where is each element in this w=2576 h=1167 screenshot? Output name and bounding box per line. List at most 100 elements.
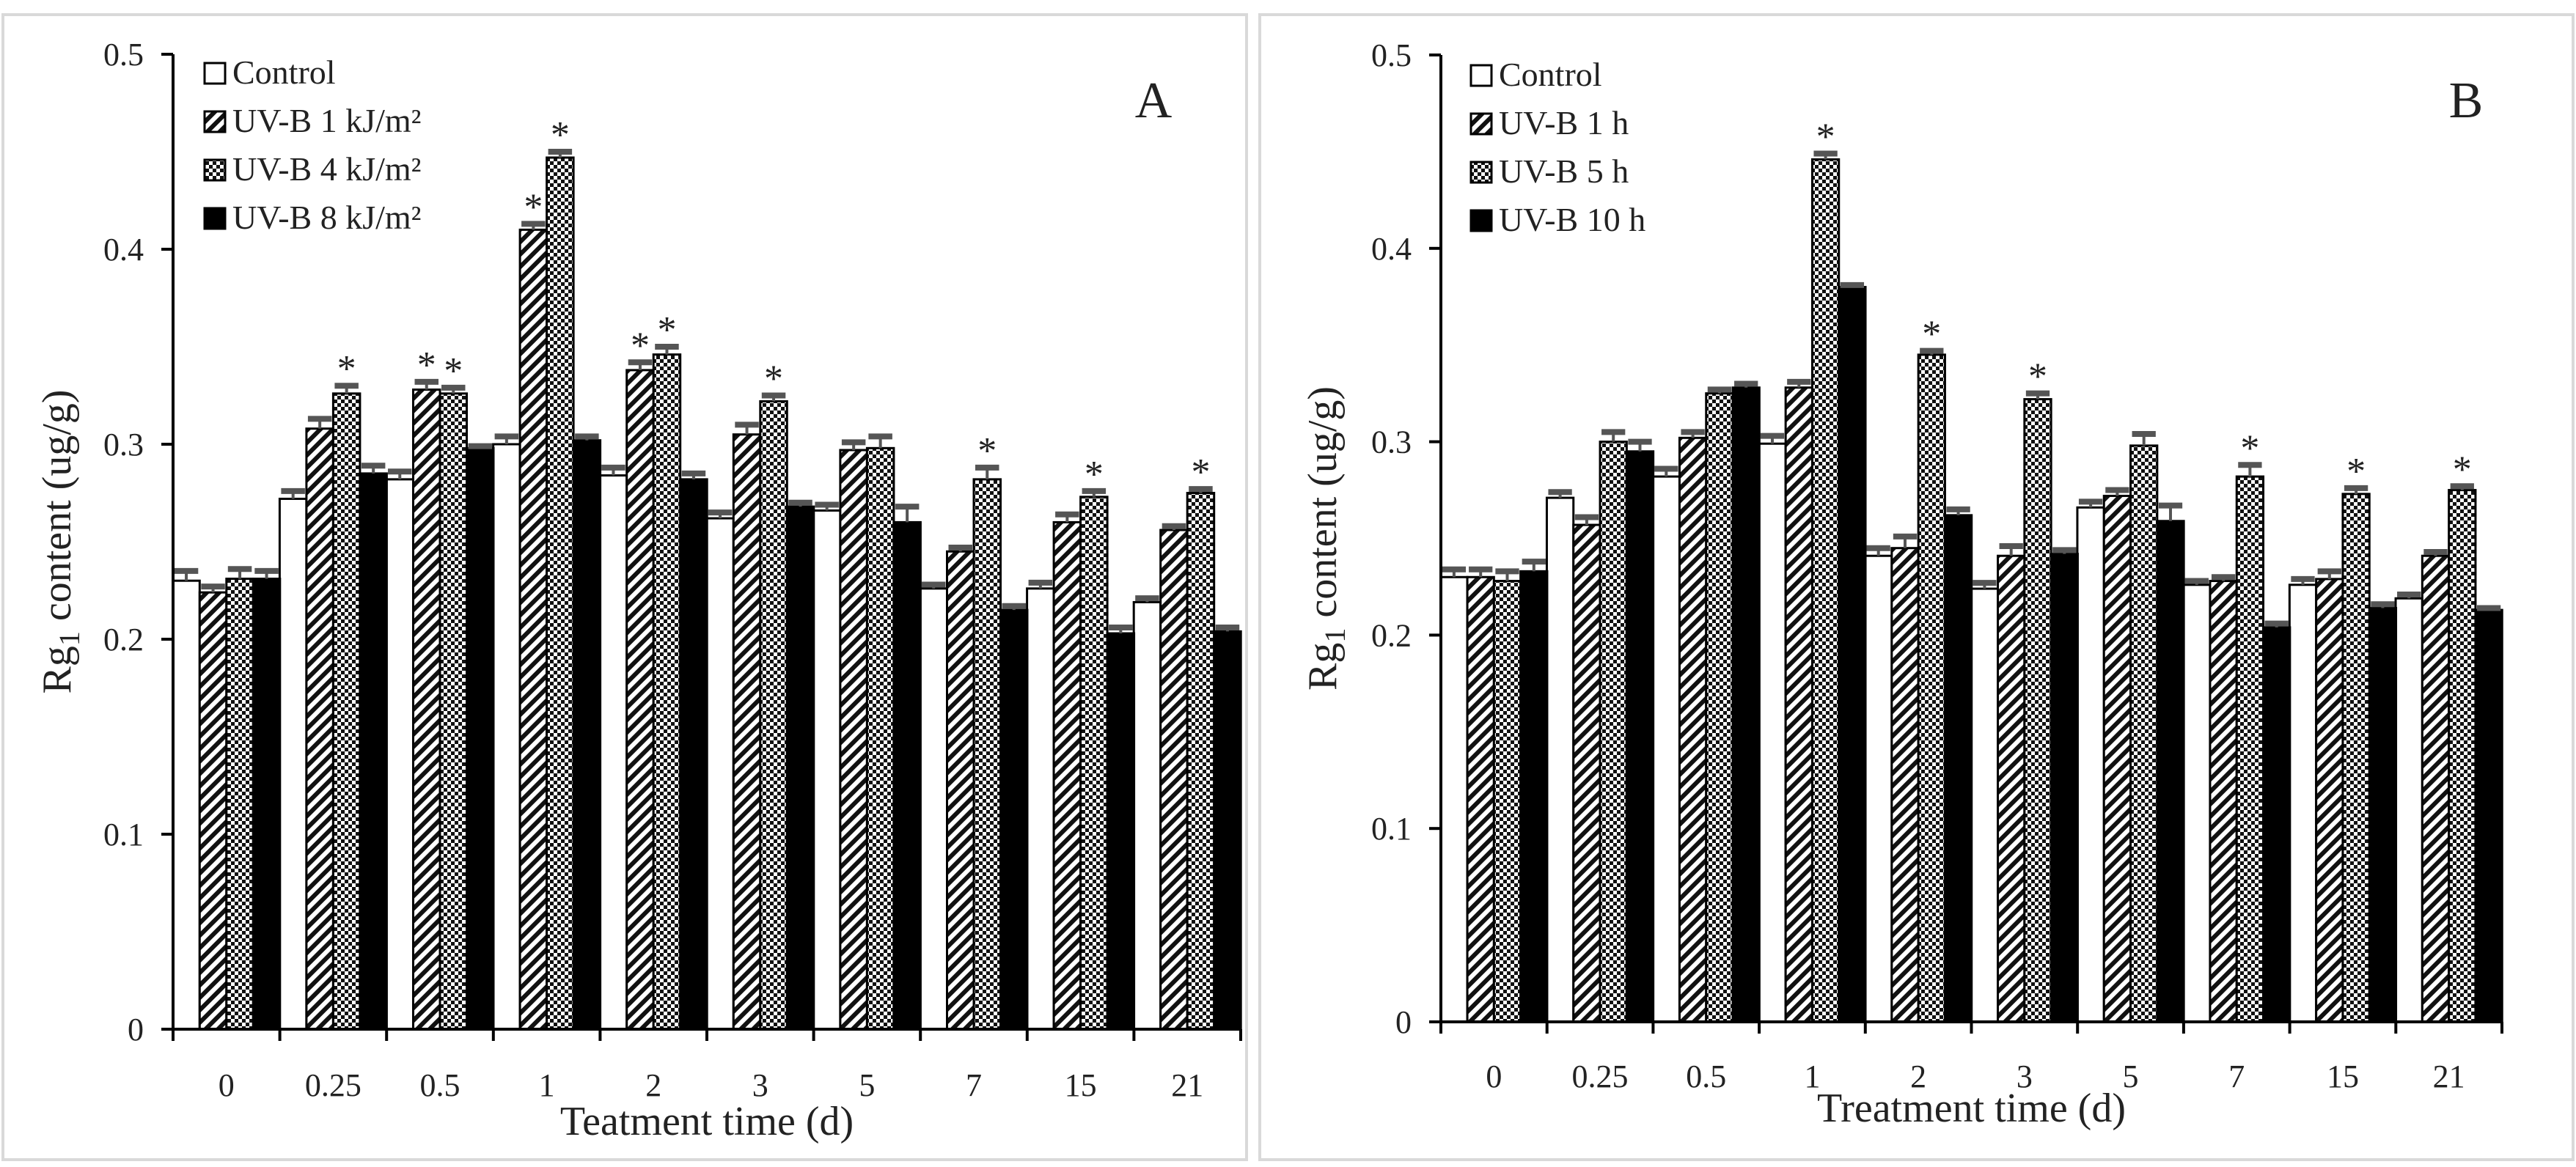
panel-a-bar-black: [252, 578, 282, 1031]
panel-b-x-tick-label: 0.25: [1572, 1059, 1629, 1094]
panel-a-significance-star: *: [444, 350, 463, 392]
panel-b-bar-white: [2182, 584, 2212, 1023]
panel-a-legend-label: UV-B 8 kJ/m²: [232, 199, 421, 236]
panel-a-bar-check: [972, 478, 1002, 1031]
panel-a-y-tick-label: 0.1: [103, 817, 144, 853]
panel-a-x-tick-label: 15: [1065, 1067, 1097, 1103]
panel-a-bar-white: [385, 478, 414, 1031]
panel-b-bar-hatch: [1678, 436, 1708, 1023]
panel-a-significance-star: *: [524, 186, 543, 228]
panel-a-bar-black: [892, 520, 922, 1031]
panel-a-bar-hatch: [839, 449, 868, 1031]
panel-a-bar-hatch: [412, 389, 441, 1031]
panel-b-significance-star: *: [2453, 449, 2472, 490]
panel-a-bar-hatch: [1052, 520, 1082, 1031]
panel-a-y-tick-label: 0.3: [103, 427, 144, 463]
panel-a-bar-white: [705, 517, 735, 1031]
panel-a-bar-white: [492, 443, 521, 1031]
panel-b-x-tick-label: 7: [2228, 1059, 2245, 1094]
panel-b-bar-check: [2129, 444, 2159, 1023]
panel-a-significance-star: *: [551, 114, 570, 156]
panel-b-y-axis-title: Rg1 content (ug/g): [1300, 386, 1351, 691]
panel-b-bar-hatch: [1466, 575, 1495, 1023]
panel-a-bar-hatch: [1159, 529, 1189, 1031]
panel-b-y-title-main: Rg: [1300, 643, 1346, 691]
panel-b-y-tick-label: 0.3: [1371, 424, 1412, 460]
panel-b-bar-black: [2368, 606, 2398, 1023]
panel-a-bar-check: [865, 446, 895, 1031]
panel-b-legend-swatch: [1469, 64, 1493, 87]
panel-a-legend-label: UV-B 4 kJ/m²: [232, 150, 421, 188]
panel-a-bar-black: [785, 505, 815, 1031]
panel-b-bar-check: [2023, 398, 2052, 1023]
panel-b-bar-black: [1943, 514, 1973, 1023]
panel-b-bar-black: [1519, 570, 1549, 1023]
panel-a-bar-white: [1026, 587, 1055, 1031]
panel-b-x-tick-label: 0: [1486, 1059, 1502, 1094]
panel-b-bar-hatch: [1572, 523, 1601, 1023]
panel-a-x-tick-label: 0.25: [305, 1067, 362, 1103]
panel-a-x-tick-label: 1: [539, 1067, 555, 1103]
panel-b: * * * * * * 0 0.1 0.2 0.3 0.4 0.5 0 0.25 0.5 1 2 3 5 7 15 2…: [1300, 37, 2503, 1131]
panel-b-bar-white: [1970, 587, 2000, 1023]
panel-a-bar-check: [1186, 492, 1216, 1031]
panel-b-bar-hatch: [1784, 386, 1813, 1023]
panel-a-y-title-rest: content (ug/g): [34, 389, 80, 631]
panel-b-bar-white: [2288, 584, 2318, 1023]
panel-b-legend-label: UV-B 5 h: [1499, 152, 1629, 190]
panel-b-bar-black: [1625, 450, 1655, 1023]
panel-b-legend-swatch: [1469, 112, 1493, 136]
panel-a-bar-hatch: [625, 369, 655, 1031]
panel-b-legend: Control UV-B 1 h UV-B 5 h UV-B 10 h: [1469, 56, 1645, 238]
panel-a-significance-star: *: [657, 309, 676, 351]
panel-b-legend-label: UV-B 10 h: [1499, 201, 1645, 238]
panel-a-x-tick-label: 21: [1171, 1067, 1203, 1103]
panel-a-x-axis-title: Teatment time (d): [560, 1099, 854, 1144]
panel-b-bar-black: [1731, 386, 1761, 1023]
panel-b-legend-label: Control: [1499, 56, 1602, 93]
panel-b-bar-check: [2341, 493, 2371, 1023]
panel-a-bar-white: [812, 509, 842, 1031]
panel-a-bar-black: [679, 478, 708, 1031]
panel-a-x-tick-label: 0: [219, 1067, 235, 1103]
panel-b-bar-check: [2235, 475, 2265, 1023]
panel-b-bar-hatch: [2209, 580, 2238, 1023]
panel-a-x-tick-label: 3: [752, 1067, 768, 1103]
panel-a-legend-label: UV-B 1 kJ/m²: [232, 102, 421, 139]
panel-b-x-tick-label: 1: [1804, 1059, 1820, 1094]
panel-b-bar-white: [1651, 475, 1681, 1023]
panel-a-legend-swatch: [203, 158, 227, 182]
panel-b-significance-star: *: [2240, 427, 2259, 469]
panel-a-bar-black: [999, 608, 1029, 1031]
panel-b-bar-black: [2156, 520, 2185, 1023]
panel-b-bar-check: [1599, 441, 1628, 1023]
panel-b-bar-white: [1439, 575, 1469, 1023]
panel-b-bar-black: [2474, 608, 2503, 1023]
panel-b-y-tick-label: 0.5: [1371, 37, 1412, 73]
panel-a-bar-check: [225, 578, 254, 1031]
panel-b-bar-check: [1492, 580, 1522, 1023]
panel-b-bar-hatch: [2102, 494, 2132, 1023]
panel-a-bar-check: [652, 353, 682, 1031]
panel-a-significance-star: *: [417, 345, 436, 386]
panel-b-bar-check: [1810, 158, 1841, 1023]
panel-b-significance-star: *: [2346, 451, 2366, 493]
panel-b-bar-white: [1545, 496, 1575, 1023]
panel-a-legend: Control UV-B 1 kJ/m² UV-B 4 kJ/m² UV-B 8 kJ…: [203, 54, 421, 236]
panel-a-bar-black: [1106, 632, 1136, 1031]
panel-b-significance-star: *: [2028, 356, 2047, 398]
panel-b-legend-label: UV-B 1 h: [1499, 104, 1629, 141]
panel-b-legend-swatch: [1469, 209, 1493, 232]
panel-b-y-tick-label: 0.1: [1371, 811, 1412, 847]
panel-a-bar-black: [359, 472, 388, 1031]
panel-b-x-tick-label: 2: [1910, 1059, 1926, 1094]
panel-b-bar-white: [1864, 554, 1893, 1023]
panel-a-significance-star: *: [977, 430, 997, 472]
panel-a-y-tick-label: 0.2: [103, 622, 144, 658]
panel-b-bar-check: [1705, 392, 1734, 1023]
panel-b-bar-black: [1838, 286, 1867, 1023]
panel-a-significance-star: *: [337, 348, 356, 390]
panel-a-bar-black: [1213, 630, 1242, 1031]
panel-b-bar-white: [1758, 442, 1787, 1023]
panel-a-significance-star: *: [1085, 454, 1104, 496]
